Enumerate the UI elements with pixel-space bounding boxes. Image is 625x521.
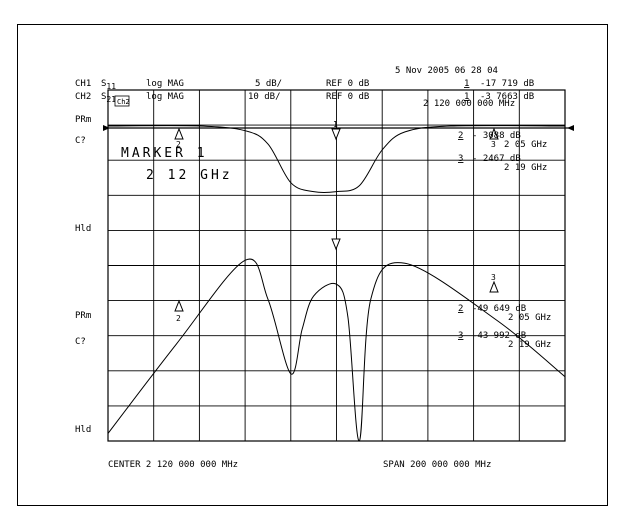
reference-arrow-right [567, 125, 574, 131]
left-label-c-1: C? [75, 136, 86, 146]
marker-1-ch2 [331, 128, 341, 141]
marker-3-ch1 [489, 280, 499, 293]
ch2-marker-3-value: - 2467 dB [472, 154, 521, 164]
ch2-marker-2-value: - 3088 dB [472, 131, 521, 141]
trace-ch2-s21 [107, 125, 566, 194]
ch2-marker-2-num: 2 [458, 131, 463, 141]
marker-3-ch2 [489, 127, 499, 140]
marker-2-ch2-label: 2 [176, 140, 181, 149]
marker-1-ch2-label: 1 [333, 120, 338, 129]
ch1-marker-2-freq: 2 05 GHz [508, 313, 551, 323]
left-label-prm-2: PRm [75, 311, 91, 321]
graticule-grid [108, 90, 565, 441]
marker-3-ch1-label: 3 [491, 273, 496, 282]
ch2-marker-num: 1 [464, 92, 469, 102]
ch2-format: log MAG [146, 92, 184, 102]
ch1-ref: REF 0 dB [326, 79, 369, 89]
ch1-format: log MAG [146, 79, 184, 89]
stimulus-readout: 2 120 000 000 MHz [423, 99, 515, 109]
graticule-border [107, 89, 566, 442]
ch1-marker-2-value: -49 649 dB [472, 304, 526, 314]
marker-3-ch2-label: 3 [491, 140, 496, 149]
left-label-hld-1: Hld [75, 224, 91, 234]
active-marker-frequency: 2 12 GHz [146, 168, 233, 183]
ch1-label: CH1 [75, 79, 91, 89]
frequency-span: SPAN 200 000 000 MHz [383, 460, 491, 470]
marker-2-ch2 [174, 127, 184, 140]
reference-arrow-left [103, 125, 110, 131]
ch1-marker-num: 1 [464, 79, 469, 89]
date-time-stamp: 5 Nov 2005 06 28 04 [395, 66, 498, 76]
left-label-c-2: C? [75, 337, 86, 347]
left-label-prm-1: PRm [75, 115, 91, 125]
ch2-marker-2-freq: 2 05 GHz [504, 140, 547, 150]
marker-2-ch1-label: 2 [176, 314, 181, 323]
printout-frame [17, 24, 608, 506]
marker-2-ch1 [174, 299, 184, 312]
ch2-marker-3-num: 3 [458, 154, 463, 164]
left-label-hld-2: Hld [75, 425, 91, 435]
channel-box-label: Ch2 [117, 98, 130, 106]
ch2-scale: 10 dB/ [248, 92, 281, 102]
ch1-param: S11 [101, 79, 116, 91]
ch2-label: CH2 [75, 92, 91, 102]
center-frequency: CENTER 2 120 000 000 MHz [108, 460, 238, 470]
channel-box [114, 95, 130, 107]
ch2-marker-value: -3 7663 dB [480, 92, 534, 102]
active-marker-title: MARKER 1 [121, 146, 208, 161]
ch1-scale: 5 dB/ [255, 79, 282, 89]
ch2-ref: REF 0 dB [326, 92, 369, 102]
ch1-marker-3-num: 3 [458, 331, 463, 341]
ch1-marker-value: -17 719 dB [480, 79, 534, 89]
marker-1-ch1 [331, 238, 341, 251]
ch2-marker-3-freq: 2 19 GHz [504, 163, 547, 173]
ch2-param: S21 [101, 92, 116, 104]
marker-table-ch1: 2 -49 649 dB 2 05 GHz 3 -43 992 dB 2 19 … [458, 304, 551, 350]
trace-ch1-s11 [107, 258, 566, 442]
ch1-marker-3-value: -43 992 dB [472, 331, 526, 341]
ch1-marker-2-num: 2 [458, 304, 463, 314]
ch1-marker-3-freq: 2 19 GHz [508, 340, 551, 350]
marker-table-ch2: 2 - 3088 dB 2 05 GHz 3 - 2467 dB 2 19 GH… [458, 131, 547, 173]
marker-symbols: 2 1 3 2 3 [103, 120, 574, 323]
